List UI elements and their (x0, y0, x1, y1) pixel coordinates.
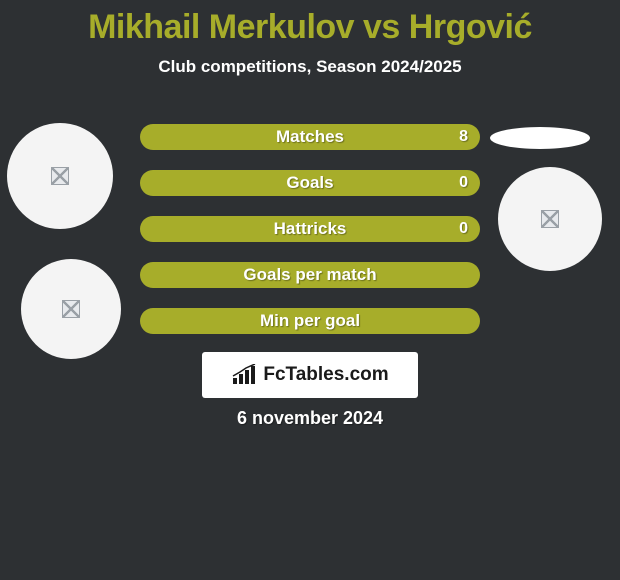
stat-bar-label: Goals per match (243, 265, 376, 285)
branding-badge: FcTables.com (202, 352, 418, 398)
page-title: Mikhail Merkulov vs Hrgović (0, 0, 620, 47)
stat-bar: Matches 8 (140, 124, 480, 150)
page-subtitle: Club competitions, Season 2024/2025 (0, 57, 620, 77)
stat-bar: Hattricks 0 (140, 216, 480, 242)
stat-bar-label: Min per goal (260, 311, 360, 331)
placeholder-avatar (498, 167, 602, 271)
generated-date: 6 november 2024 (0, 408, 620, 429)
broken-image-icon (62, 300, 80, 318)
placeholder-avatar (7, 123, 113, 229)
stat-bar-label: Hattricks (274, 219, 347, 239)
stat-bar: Goals per match (140, 262, 480, 288)
stat-bar: Goals 0 (140, 170, 480, 196)
branding-text: FcTables.com (263, 364, 388, 386)
placeholder-avatar (21, 259, 121, 359)
stat-bar: Min per goal (140, 308, 480, 334)
bars-chart-icon (231, 364, 257, 386)
stat-bar-label: Goals (286, 173, 333, 193)
broken-image-icon (541, 210, 559, 228)
stat-bar-value: 0 (459, 220, 468, 238)
decor-ellipse (490, 127, 590, 149)
stat-bar-label: Matches (276, 127, 344, 147)
stat-bar-value: 0 (459, 174, 468, 192)
stat-bars: Matches 8 Goals 0 Hattricks 0 Goals per match M… (140, 124, 480, 354)
stat-bar-value: 8 (459, 128, 468, 146)
broken-image-icon (51, 167, 69, 185)
